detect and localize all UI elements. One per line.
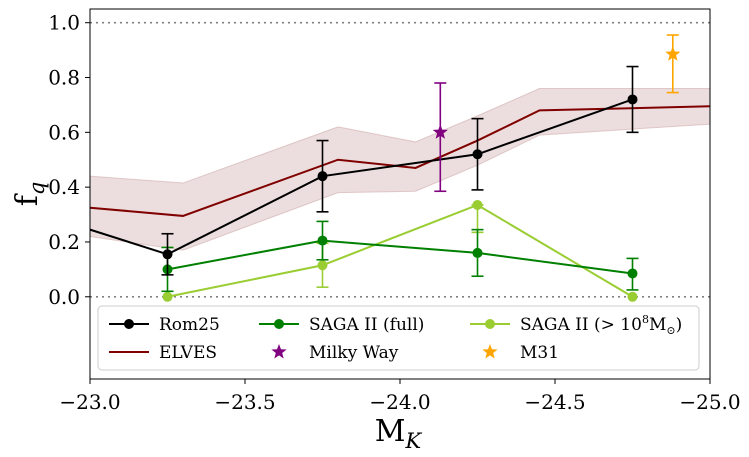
series-rom25-point-1	[162, 249, 173, 260]
x-tick-label-3: −24.5	[524, 390, 585, 414]
ticks: −23.0 −23.5 −24.0 −24.5 −25.0 0.0 0.2 0.4 0.6 0.8…	[48, 11, 740, 414]
milky-way-star	[432, 124, 448, 139]
y-axis-label-sub: q	[25, 182, 49, 195]
series-saga-ii-10-m	[162, 199, 638, 302]
series-saga-ii-10-m-point-1	[317, 260, 328, 271]
legend-item-m31: M31	[482, 343, 559, 363]
series-saga-ii-full-point-1	[317, 235, 328, 246]
milky-way-point-group	[432, 82, 448, 193]
m31-error-bar	[666, 34, 679, 94]
y-tick-label-4: 0.8	[48, 66, 80, 90]
legend-label-milky-way: Milky Way	[309, 343, 399, 363]
x-axis-label-main: M	[375, 414, 406, 449]
milky-way-error-bar	[434, 82, 447, 193]
m31-point-group	[665, 34, 681, 94]
series-rom25-point-2	[317, 171, 328, 182]
legend-marker-milky-way	[271, 344, 287, 359]
series-saga-ii-10-m-point-2	[472, 199, 483, 210]
x-tick-label-0: −23.0	[59, 390, 120, 414]
milky-way-star-icon	[271, 344, 287, 359]
x-axis-label: MK	[375, 414, 423, 453]
series-rom25-point-3	[472, 149, 483, 160]
series-rom25-point-4	[627, 94, 638, 105]
series-saga-ii-10-m-point-0	[162, 291, 173, 302]
series-saga-ii-full-point-3	[627, 268, 638, 279]
legend-label-rom25: Rom25	[159, 315, 220, 335]
legend-box	[97, 305, 700, 371]
m31-star-icon	[482, 344, 498, 359]
y-tick-label-1: 0.2	[48, 230, 80, 254]
y-axis-label: fq	[10, 182, 49, 207]
series-saga-ii-full-line	[167, 239, 633, 275]
legend: Rom25 ELVES SAGA II (full) Milky Way SAG…	[97, 305, 700, 371]
y-axis-label-main: f	[10, 193, 45, 206]
elves-line	[89, 105, 711, 217]
legend-label-saga-full: SAGA II (full)	[309, 315, 424, 335]
legend-item-saga-massive: SAGA II (> 108M⊙)	[470, 313, 682, 337]
y-tick-label-5: 1.0	[48, 11, 80, 35]
y-tick-label-3: 0.6	[48, 120, 80, 144]
legend-item-saga-full: SAGA II (full)	[259, 315, 424, 335]
reference-lines	[90, 21, 710, 298]
series-layer	[89, 65, 639, 302]
x-tick-label-1: −23.5	[214, 390, 275, 414]
x-axis-label-sub: K	[405, 429, 423, 453]
legend-item-elves: ELVES	[109, 343, 217, 363]
legend-item-milky-way: Milky Way	[271, 343, 399, 363]
y-tick-label-0: 0.0	[48, 285, 80, 309]
series-saga-ii-10-m-line	[167, 203, 634, 298]
series-rom25	[89, 65, 639, 276]
m31-star	[665, 46, 681, 61]
legend-marker-m31	[482, 344, 498, 359]
series-saga-ii-full-point-2	[472, 247, 483, 258]
legend-item-rom25: Rom25	[109, 315, 220, 335]
x-tick-label-4: −25.0	[679, 390, 740, 414]
series-saga-ii-full	[161, 220, 639, 293]
legend-label-elves: ELVES	[159, 343, 217, 363]
legend-label-m31: M31	[520, 343, 559, 363]
y-tick-label-2: 0.4	[48, 175, 80, 199]
series-saga-ii-10-m-point-3	[627, 291, 638, 302]
points-layer	[432, 34, 681, 193]
x-tick-label-2: −24.0	[369, 390, 430, 414]
legend-label-saga-massive: SAGA II (> 108M⊙)	[520, 313, 682, 337]
